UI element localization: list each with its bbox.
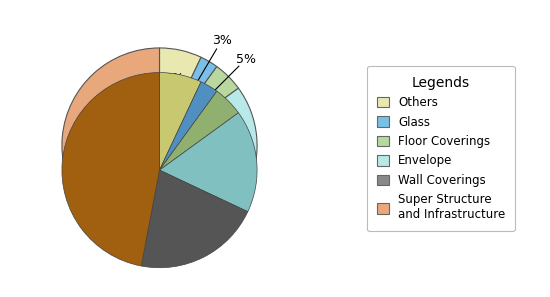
Wedge shape: [160, 113, 257, 212]
Wedge shape: [160, 88, 257, 187]
Text: 7%: 7%: [164, 72, 184, 85]
Text: 17%: 17%: [213, 132, 241, 146]
Wedge shape: [62, 48, 160, 241]
Text: 47%: 47%: [78, 132, 106, 146]
Wedge shape: [141, 170, 248, 268]
Text: 3%: 3%: [212, 34, 232, 47]
Wedge shape: [160, 48, 201, 146]
Wedge shape: [160, 82, 217, 170]
Wedge shape: [160, 67, 239, 146]
Wedge shape: [141, 146, 248, 243]
Wedge shape: [160, 57, 217, 146]
Text: 5%: 5%: [236, 53, 256, 66]
Legend: Others, Glass, Floor Coverings, Envelope, Wall Coverings, Super Structure
and In: Others, Glass, Floor Coverings, Envelope…: [367, 66, 515, 231]
Wedge shape: [62, 72, 160, 266]
Text: 21%: 21%: [177, 200, 205, 213]
Wedge shape: [160, 72, 201, 170]
Wedge shape: [160, 91, 239, 170]
